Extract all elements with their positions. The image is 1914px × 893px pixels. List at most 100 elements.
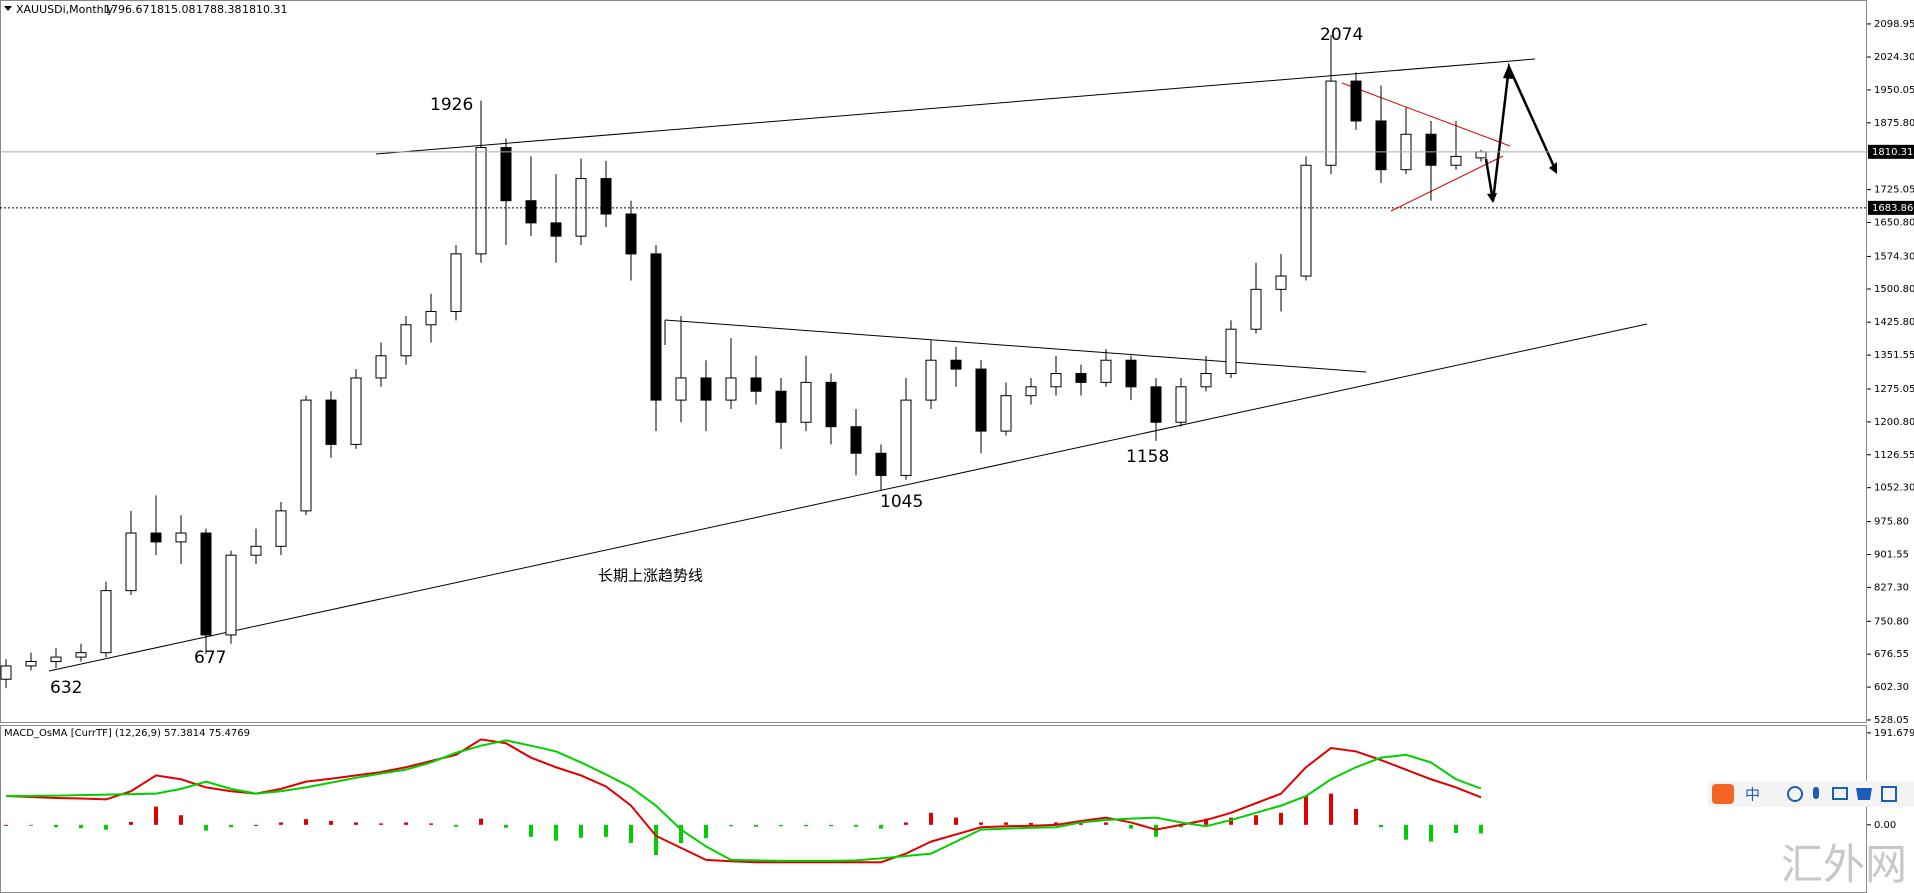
- candle-body: [900, 399, 912, 476]
- candle-body: [375, 355, 387, 379]
- histogram-bar: [554, 824, 558, 841]
- toolbar-lang[interactable]: 中: [1745, 786, 1760, 804]
- histogram-bar: [754, 824, 758, 827]
- long-term-trendline: [48, 323, 1648, 672]
- candle-body: [25, 661, 37, 667]
- last-price-label: 1810.31: [1872, 147, 1913, 158]
- y-tick-label: 1574.30: [1874, 251, 1914, 262]
- y-tick-label: 191.6791: [1874, 728, 1914, 739]
- histogram-bar: [1429, 824, 1433, 842]
- toolbar-icon[interactable]: [1881, 786, 1897, 802]
- candle-body: [0, 665, 12, 680]
- macd-line: [6, 739, 1482, 862]
- histogram-bar: [354, 822, 358, 825]
- candle-body: [1125, 359, 1137, 388]
- candle-body: [975, 368, 987, 432]
- candle-body: [650, 253, 662, 401]
- y-tick-label: 0.00: [1874, 820, 1896, 831]
- histogram-bar: [129, 821, 133, 825]
- y-tick-label: 1950.05: [1874, 85, 1914, 96]
- annotation: 632: [50, 678, 82, 698]
- histogram-bar: [579, 824, 583, 838]
- y-tick-label: 528.05: [1874, 715, 1909, 726]
- candle-body: [300, 399, 312, 512]
- header-low: 1788.38: [196, 3, 242, 16]
- chart-title: XAUUSDi,Monthly: [16, 3, 114, 16]
- candle-body: [125, 532, 137, 592]
- histogram-bar: [929, 812, 933, 825]
- histogram-bar: [729, 824, 733, 827]
- candle-body: [800, 381, 812, 423]
- candle-body: [1100, 359, 1112, 383]
- toolbar-icon[interactable]: [1856, 788, 1872, 800]
- support-box: [1868, 200, 1914, 215]
- candle-body: [775, 390, 787, 423]
- histogram-bar: [479, 818, 483, 825]
- histogram-bar: [529, 824, 533, 837]
- annotation: 1926: [430, 95, 473, 115]
- y-tick-label: 676.55: [1874, 649, 1909, 660]
- candle-body: [700, 377, 712, 401]
- ime-toolbar[interactable]: 中: [1708, 781, 1914, 807]
- histogram-bar: [1404, 824, 1408, 840]
- candle-body: [875, 452, 887, 476]
- descending-trendline: [664, 319, 1367, 373]
- candle-body: [475, 147, 487, 255]
- candle-body: [1175, 386, 1187, 423]
- histogram-bar: [1054, 822, 1058, 825]
- annotation: 1158: [1126, 447, 1169, 467]
- y-tick-label: 1875.80: [1874, 118, 1914, 129]
- histogram-bar: [404, 822, 408, 825]
- y-tick-label: 1351.55: [1874, 350, 1914, 361]
- histogram-bar: [654, 824, 658, 856]
- candle-body: [1375, 120, 1387, 171]
- histogram-bar: [1304, 796, 1308, 825]
- candle-body: [850, 426, 862, 454]
- histogram-bar: [1329, 793, 1333, 825]
- y-tick-label: 1425.80: [1874, 317, 1914, 328]
- candle-body: [1275, 275, 1287, 290]
- annotation: 1045: [880, 492, 923, 512]
- candle-body: [250, 545, 262, 556]
- candle-body: [550, 222, 562, 237]
- candle-body: [1200, 373, 1212, 388]
- annotation: 2074: [1320, 25, 1363, 45]
- y-tick-label: 2098.95: [1874, 19, 1914, 30]
- toolbar-bg: [1708, 781, 1914, 807]
- histogram-bar: [329, 820, 333, 825]
- candle-body: [1250, 288, 1262, 330]
- histogram-bar: [804, 824, 808, 827]
- header-close: 1810.31: [242, 3, 288, 16]
- histogram-bar: [4, 824, 8, 826]
- candle-body: [825, 381, 837, 428]
- histogram-bar: [1004, 822, 1008, 825]
- toolbar-icon[interactable]: [1832, 787, 1848, 800]
- toolbar-icon[interactable]: [1787, 786, 1803, 802]
- candle-body: [1000, 395, 1012, 432]
- triangle-lower: [1390, 155, 1504, 212]
- histogram-bar: [79, 824, 83, 829]
- candle-body: [1225, 328, 1237, 375]
- histogram-bar: [1029, 822, 1033, 825]
- candle-body: [1325, 80, 1337, 166]
- candle-body: [575, 178, 587, 237]
- candle-body: [950, 359, 962, 370]
- histogram-bar: [704, 824, 708, 839]
- menu-icon[interactable]: [4, 6, 12, 11]
- candle-body: [275, 510, 287, 547]
- histogram-bar: [829, 824, 833, 827]
- toolbar-icon[interactable]: [1813, 787, 1819, 799]
- histogram-bar: [979, 822, 983, 825]
- histogram-bar: [154, 806, 158, 825]
- toolbar-logo[interactable]: [1712, 784, 1734, 804]
- histogram-bar: [1079, 823, 1083, 825]
- histogram-bar: [629, 824, 633, 844]
- histogram-bar: [854, 824, 858, 827]
- signal-value: 75.4769: [209, 728, 250, 739]
- histogram-bar: [1279, 812, 1283, 825]
- histogram-bar: [1179, 824, 1183, 828]
- histogram-bar: [1379, 824, 1383, 828]
- macd-name: MACD_OsMA [CurrTF] (12,26,9): [4, 728, 161, 739]
- y-tick-label: 602.30: [1874, 682, 1909, 693]
- histogram-bar: [1204, 818, 1208, 825]
